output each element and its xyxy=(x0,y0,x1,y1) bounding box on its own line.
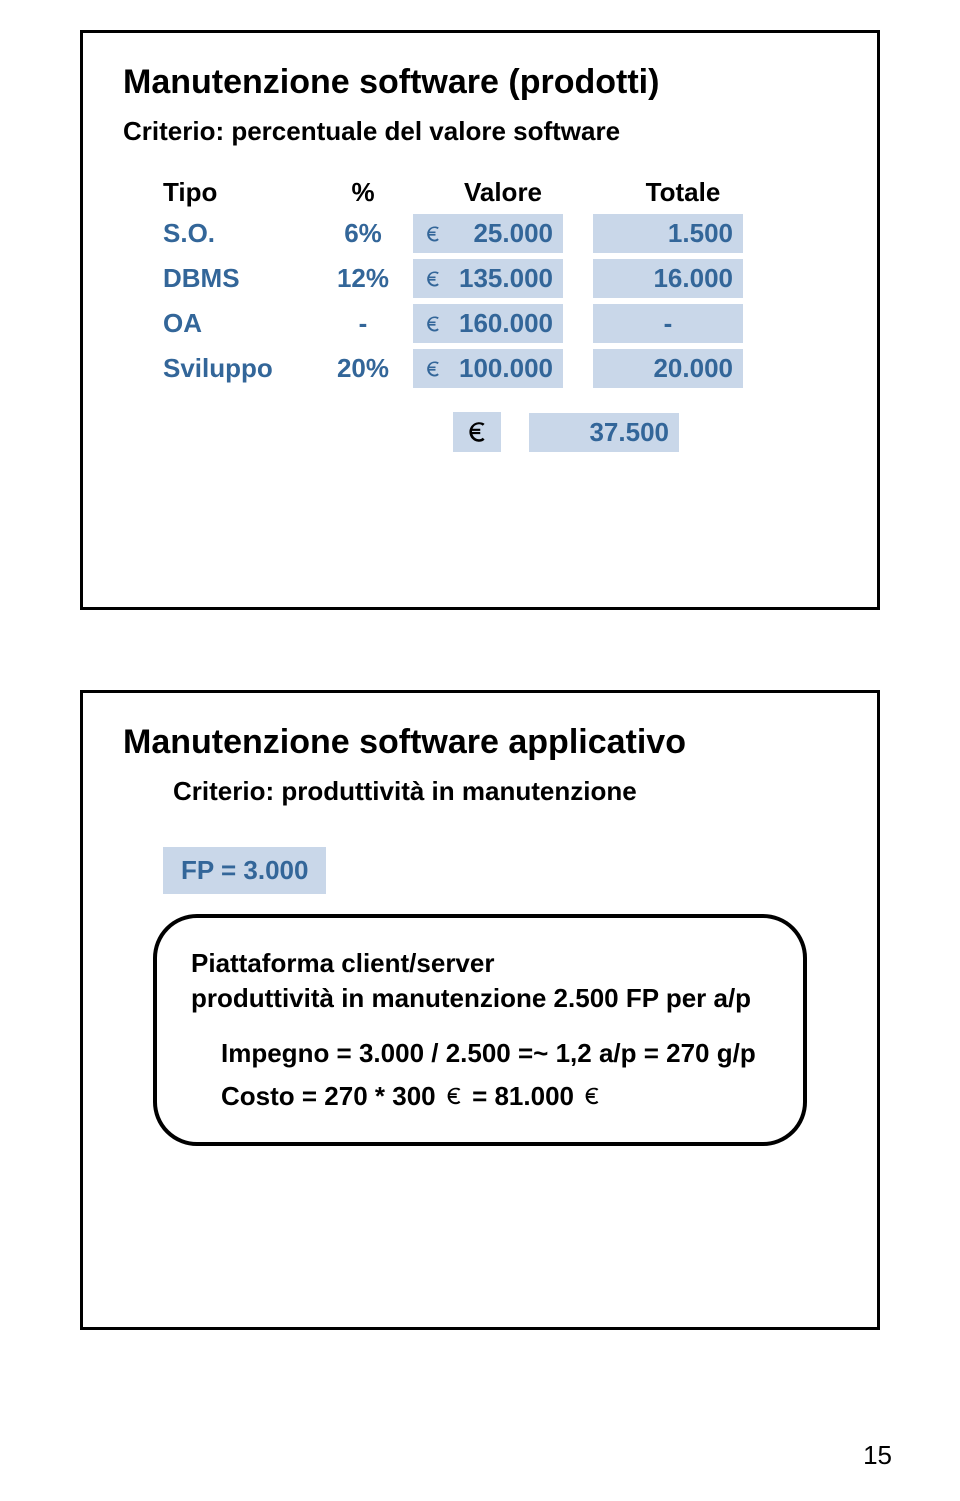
table-row: S.O. 6% 25.000 1.500 xyxy=(163,214,837,253)
cell-totale: 20.000 xyxy=(593,349,773,388)
platform-line2: produttività in manutenzione 2.500 FP pe… xyxy=(191,981,769,1016)
cell-pct: 6% xyxy=(313,218,413,249)
cell-tipo: S.O. xyxy=(163,218,313,249)
euro-icon xyxy=(453,412,501,452)
table-row: Sviluppo 20% 100.000 20.000 xyxy=(163,349,837,388)
cell-tipo: Sviluppo xyxy=(163,353,313,384)
cell-pct: 20% xyxy=(313,353,413,384)
slide2-subtitle: Criterio: produttività in manutenzione xyxy=(123,776,837,807)
calculation-box: Piattaforma client/server produttività i… xyxy=(153,914,807,1146)
col-header-tipo: Tipo xyxy=(163,177,313,208)
calculation-lines: Impegno = 3.000 / 2.500 =~ 1,2 a/p = 270… xyxy=(191,1034,769,1116)
slide2-title: Manutenzione software applicativo xyxy=(123,723,837,762)
table-row: DBMS 12% 135.000 16.000 xyxy=(163,259,837,298)
slide-maintenance-app: Manutenzione software applicativo Criter… xyxy=(80,690,880,1330)
page-number: 15 xyxy=(863,1440,892,1471)
cell-valore: 25.000 xyxy=(413,214,593,253)
platform-line1: Piattaforma client/server xyxy=(191,946,769,981)
grand-total-value: 37.500 xyxy=(539,417,669,448)
cell-tipo: DBMS xyxy=(163,263,313,294)
cell-tipo: OA xyxy=(163,308,313,339)
slide1-title: Manutenzione software (prodotti) xyxy=(123,63,837,102)
grand-total-row: 37.500 xyxy=(453,412,837,452)
impegno-line: Impegno = 3.000 / 2.500 =~ 1,2 a/p = 270… xyxy=(221,1034,769,1073)
euro-icon xyxy=(423,314,443,334)
cell-pct: 12% xyxy=(313,263,413,294)
cell-valore: 100.000 xyxy=(413,349,593,388)
euro-icon xyxy=(581,1085,603,1107)
col-header-totale: Totale xyxy=(593,177,773,208)
euro-icon xyxy=(423,269,443,289)
cell-totale: - xyxy=(593,304,773,343)
costo-line: Costo = 270 * 300 = 81.000 xyxy=(221,1077,769,1116)
cell-totale: 1.500 xyxy=(593,214,773,253)
col-header-valore: Valore xyxy=(413,177,593,208)
cell-totale: 16.000 xyxy=(593,259,773,298)
slide1-subtitle: Criterio: percentuale del valore softwar… xyxy=(123,116,837,147)
slide-maintenance-products: Manutenzione software (prodotti) Criteri… xyxy=(80,30,880,610)
cell-valore: 135.000 xyxy=(413,259,593,298)
cell-valore: 160.000 xyxy=(413,304,593,343)
table-header-row: Tipo % Valore Totale xyxy=(163,177,837,208)
cost-table: Tipo % Valore Totale S.O. 6% 25.000 1.50… xyxy=(163,177,837,452)
table-row: OA - 160.000 - xyxy=(163,304,837,343)
euro-icon xyxy=(423,224,443,244)
cell-pct: - xyxy=(313,308,413,339)
euro-icon xyxy=(423,359,443,379)
col-header-pct: % xyxy=(313,177,413,208)
euro-icon xyxy=(443,1085,465,1107)
fp-box: FP = 3.000 xyxy=(163,847,326,894)
